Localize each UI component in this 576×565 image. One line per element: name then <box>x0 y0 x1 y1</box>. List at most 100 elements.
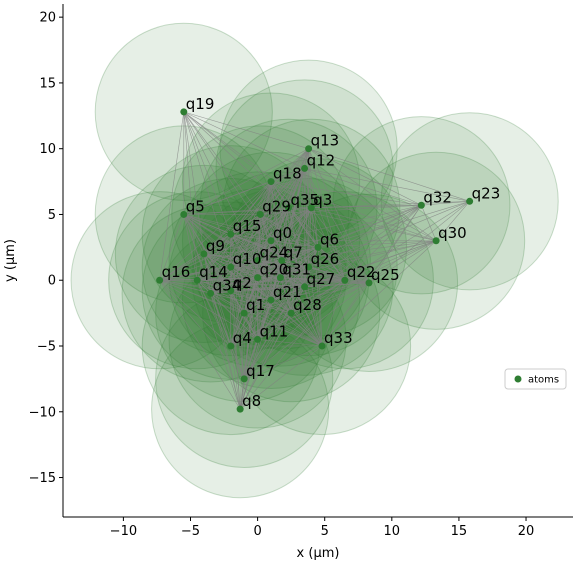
edge-q29-q34 <box>210 214 261 294</box>
edge-q18-q33 <box>270 181 323 347</box>
edge-q26-q31 <box>280 266 309 278</box>
atom-q13 <box>305 145 313 153</box>
edge-q4-q11 <box>230 339 258 347</box>
edge-q18-q34 <box>210 181 272 294</box>
edge-q21-q25 <box>270 282 370 301</box>
atom-label-q10: q10 <box>233 250 262 268</box>
edge-q4-q21 <box>230 299 272 347</box>
edge-q22-q23 <box>344 201 470 281</box>
edge-q17-q20 <box>243 277 258 379</box>
x-tick-label: 20 <box>518 524 535 539</box>
edge-q29-q35 <box>260 207 289 215</box>
edge-q7-q27 <box>281 260 305 288</box>
edge-q17-q34 <box>210 293 245 379</box>
interaction-edges <box>159 111 470 410</box>
atom-q18 <box>267 178 275 186</box>
edge-q24-q29 <box>257 214 261 261</box>
atom-label-q29: q29 <box>262 197 291 215</box>
edge-q5-q14 <box>183 214 198 281</box>
y-tick-label: 0 <box>48 274 56 289</box>
atom-q31 <box>276 274 284 282</box>
edge-q13-q29 <box>260 148 309 215</box>
edge-q12-q18 <box>270 168 305 182</box>
edge-q28-q34 <box>210 293 292 314</box>
atom-q35 <box>284 204 292 212</box>
atom-label-q25: q25 <box>371 266 400 284</box>
edge-q7-q9 <box>203 253 282 261</box>
edge-q29-q32 <box>260 204 422 215</box>
y-tick-label: 5 <box>48 208 56 223</box>
edge-q12-q30 <box>304 168 437 242</box>
edge-q27-q30 <box>304 240 437 288</box>
edge-q30-q33 <box>321 240 437 347</box>
edge-q10-q19 <box>183 111 232 268</box>
atom-q11 <box>254 335 262 343</box>
atom-label-q3: q3 <box>313 191 332 209</box>
edge-q25-q35 <box>288 207 370 284</box>
edge-q27-q33 <box>304 286 323 347</box>
edge-q12-q19 <box>183 111 305 169</box>
edge-q28-q32 <box>290 205 422 314</box>
legend-label-atoms: atoms <box>528 375 559 386</box>
edge-q24-q28 <box>257 260 292 314</box>
edge-q15-q34 <box>210 234 232 294</box>
edge-q10-q13 <box>230 148 309 268</box>
edge-q31-q33 <box>280 277 323 347</box>
edge-q18-q30 <box>270 181 437 242</box>
edge-q26-q30 <box>308 240 437 268</box>
y-tick-label: 10 <box>39 142 56 157</box>
atom-q17 <box>240 375 248 383</box>
atom-label-q0: q0 <box>273 224 292 242</box>
edge-q18-q22 <box>270 181 346 281</box>
y-axis-label: y (μm) <box>3 239 18 282</box>
atom-q22 <box>341 276 349 284</box>
atom-q7 <box>278 257 286 264</box>
atom-q27 <box>301 283 309 291</box>
atom-q14 <box>193 276 201 284</box>
atom-label-q22: q22 <box>347 263 376 281</box>
atom-label-q32: q32 <box>423 188 452 206</box>
edge-q15-q24 <box>230 233 258 261</box>
edge-q9-q18 <box>203 181 272 255</box>
atom-q25 <box>365 279 373 287</box>
atom-label-q30: q30 <box>438 224 467 242</box>
atom-label-q11: q11 <box>260 322 289 340</box>
atom-q12 <box>301 164 309 172</box>
edge-q4-q7 <box>230 260 283 347</box>
edge-q26-q28 <box>290 266 309 314</box>
edge-q13-q19 <box>183 111 309 149</box>
edge-q18-q25 <box>270 181 370 284</box>
atom-label-q27: q27 <box>307 270 336 288</box>
atom-label-q16: q16 <box>162 263 191 281</box>
edge-q15-q18 <box>230 181 272 235</box>
edge-q13-q35 <box>288 148 309 208</box>
edge-q3-q19 <box>183 111 312 209</box>
edge-q3-q24 <box>257 207 312 261</box>
x-tick-label: 10 <box>384 524 401 539</box>
edge-q31-q35 <box>280 207 289 278</box>
atom-label-q13: q13 <box>311 132 340 150</box>
edge-q7-q26 <box>281 260 309 268</box>
atom-label-q6: q6 <box>320 230 339 248</box>
edge-q26-q32 <box>308 204 422 268</box>
edge-q20-q21 <box>257 277 272 301</box>
edge-q27-q32 <box>304 205 422 288</box>
edge-q18-q29 <box>260 181 272 215</box>
edge-q22-q32 <box>344 205 422 281</box>
edge-q24-q33 <box>257 260 323 347</box>
edge-q18-q35 <box>270 181 289 209</box>
edge-q17-q25 <box>244 282 370 380</box>
edge-q29-q33 <box>260 214 323 347</box>
edge-q21-q28 <box>270 299 292 314</box>
edge-q25-q33 <box>321 282 370 347</box>
edge-q13-q23 <box>308 148 470 202</box>
atom-q34 <box>207 289 215 297</box>
edge-q17-q27 <box>243 286 305 380</box>
edge-q28-q31 <box>280 277 292 314</box>
edge-q9-q19 <box>183 111 205 254</box>
edge-q22-q33 <box>321 280 346 347</box>
edge-q18-q32 <box>270 181 422 206</box>
edge-q28-q35 <box>288 207 292 314</box>
